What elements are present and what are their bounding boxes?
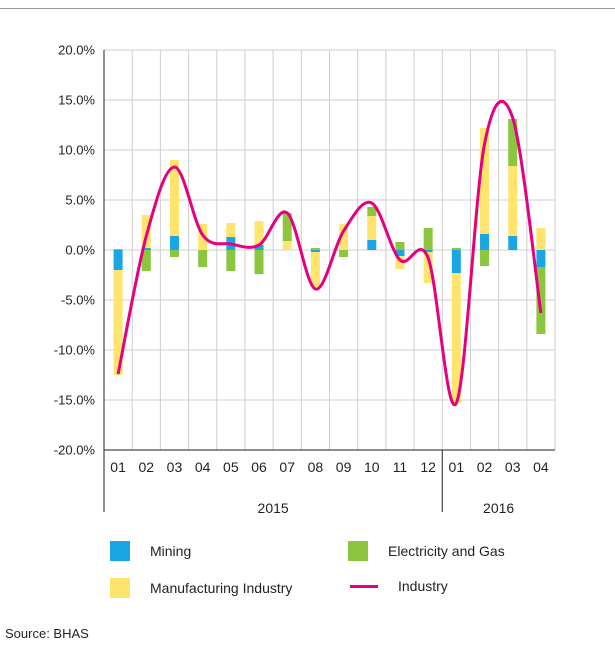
bar-electricity-and-gas [141, 250, 151, 271]
bar-mining [310, 250, 320, 252]
legend-swatch-mining [110, 541, 130, 561]
bar-manufacturing-industry [254, 221, 264, 245]
bar-mining [536, 250, 546, 267]
legend-label-mining: Mining [150, 543, 192, 559]
bar-manufacturing-industry [113, 270, 123, 375]
bar-electricity-and-gas [198, 250, 208, 267]
x-tick-label: 01 [449, 459, 465, 475]
bar-electricity-and-gas [339, 250, 349, 257]
bar-mining [480, 234, 490, 250]
bar-manufacturing-industry [395, 256, 405, 269]
x-tick-label: 03 [505, 459, 521, 475]
legend-label-electricity-gas: Electricity and Gas [388, 543, 505, 559]
bar-mining [423, 250, 433, 252]
stacked-bar-line-chart: 20.0% 15.0% 10.0% 5.0% 0.0% -5.0% -10.0% -15.0%… [54, 43, 556, 516]
bar-mining [141, 248, 151, 250]
x-tick-label: 09 [336, 459, 352, 475]
legend-swatch-electricity-gas [348, 541, 368, 561]
bar-electricity-and-gas [395, 242, 405, 250]
bar-electricity-and-gas [254, 250, 264, 274]
x-tick-label: 04 [195, 459, 211, 475]
bar-electricity-and-gas [423, 228, 433, 250]
series-line-industry [116, 99, 543, 407]
y-tick-label: 10.0% [58, 143, 95, 158]
x-tick-label: 12 [420, 459, 436, 475]
bar-electricity-and-gas [226, 250, 236, 271]
x-tick-label: 08 [308, 459, 324, 475]
y-tick-label: -10.0% [54, 343, 96, 358]
bar-manufacturing-industry [423, 252, 433, 283]
y-tick-label: -15.0% [54, 393, 96, 408]
bar-mining [451, 250, 461, 273]
bar-manufacturing-industry [480, 128, 490, 234]
x-tick-label: 11 [393, 459, 408, 475]
legend-swatch-manufacturing [110, 578, 130, 598]
legend-item-electricity-gas: Electricity and Gas [348, 541, 505, 561]
bar-mining [367, 240, 377, 250]
bar-manufacturing-industry [310, 252, 320, 287]
x-tick-label: 05 [223, 459, 239, 475]
bar-electricity-and-gas [536, 267, 546, 334]
bar-manufacturing-industry [339, 224, 349, 250]
bar-electricity-and-gas [282, 213, 292, 241]
x-tick-label: 10 [364, 459, 380, 475]
x-tick-label: 07 [279, 459, 295, 475]
bar-manufacturing-industry [282, 241, 292, 250]
year-label: 2015 [258, 500, 289, 516]
y-tick-label: 20.0% [58, 43, 95, 58]
y-tick-label: 0.0% [65, 243, 95, 258]
source-note: Source: BHAS [5, 626, 89, 641]
bar-mining [113, 250, 123, 270]
y-tick-label: -5.0% [61, 293, 95, 308]
x-tick-label: 03 [167, 459, 183, 475]
x-tick-label: 02 [477, 459, 493, 475]
legend-label-industry: Industry [398, 578, 448, 594]
legend-item-industry: Industry [350, 578, 448, 594]
bar-electricity-and-gas [451, 248, 461, 250]
bar-electricity-and-gas [310, 248, 320, 250]
x-tick-label: 02 [138, 459, 154, 475]
legend-label-manufacturing: Manufacturing Industry [150, 580, 293, 596]
legend-swatch-industry [350, 584, 378, 588]
x-tick-label: 01 [110, 459, 126, 475]
bar-mining [169, 236, 179, 250]
legend-item-manufacturing: Manufacturing Industry [110, 578, 292, 598]
y-tick-label: 15.0% [58, 93, 95, 108]
bar-electricity-and-gas [480, 250, 490, 266]
y-tick-label: 5.0% [65, 193, 95, 208]
bar-electricity-and-gas [508, 119, 518, 166]
bar-manufacturing-industry [451, 273, 461, 403]
y-tick-label: -20.0% [54, 443, 96, 458]
bar-manufacturing-industry [169, 160, 179, 236]
bar-manufacturing-industry [536, 228, 546, 250]
top-rule [0, 8, 615, 9]
bar-manufacturing-industry [226, 223, 236, 237]
bar-electricity-and-gas [169, 250, 179, 257]
bar-mining [508, 236, 518, 250]
bar-electricity-and-gas [113, 249, 123, 250]
bar-manufacturing-industry [508, 166, 518, 236]
legend-item-mining: Mining [110, 541, 191, 561]
x-tick-label: 06 [251, 459, 267, 475]
bar-electricity-and-gas [367, 207, 377, 216]
bar-mining [395, 250, 405, 256]
bar-mining [254, 245, 264, 250]
bar-manufacturing-industry [367, 216, 377, 240]
x-tick-label: 04 [533, 459, 549, 475]
year-label: 2016 [483, 500, 514, 516]
